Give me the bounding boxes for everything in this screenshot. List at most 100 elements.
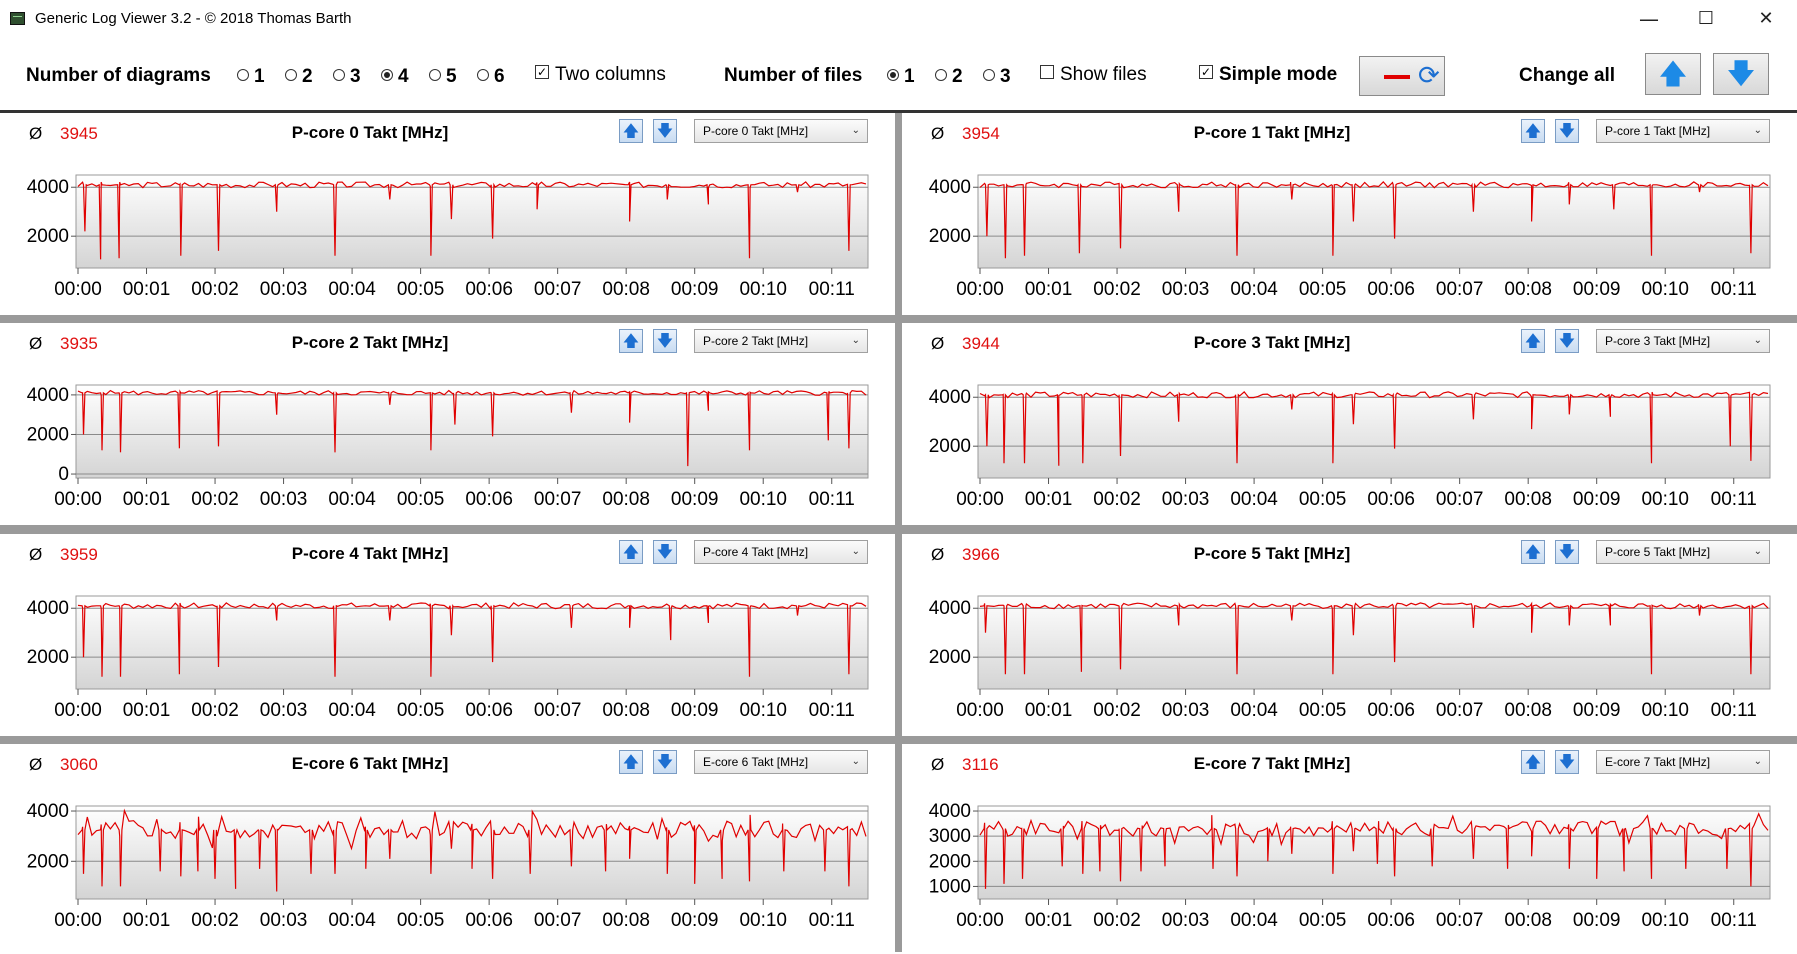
x-tick-label: 00:00 — [54, 489, 102, 510]
show-files-checkbox[interactable]: Show files — [1040, 64, 1147, 86]
x-tick-label: 00:11 — [809, 279, 855, 300]
radio-circle[interactable] — [237, 68, 249, 81]
x-tick-label: 00:04 — [328, 279, 376, 300]
maximize-button[interactable]: ☐ — [1697, 8, 1715, 29]
x-tick-label: 00:11 — [1711, 700, 1757, 721]
channel-select[interactable]: E-core 7 Takt [MHz] ⌄ — [1596, 750, 1770, 774]
checkbox-box[interactable]: ✓ — [535, 64, 549, 79]
window-title: Generic Log Viewer 3.2 - © 2018 Thomas B… — [35, 10, 352, 27]
x-tick-label: 00:02 — [191, 910, 239, 931]
close-button[interactable]: ✕ — [1758, 8, 1774, 29]
two-columns-checkbox[interactable]: ✓ Two columns — [535, 64, 666, 86]
diagrams-radio-1[interactable]: 1 — [237, 66, 265, 88]
radio-circle[interactable] — [477, 68, 489, 81]
x-tick-label: 00:00 — [956, 700, 1004, 721]
move-up-button[interactable]: 🡅 — [619, 540, 643, 564]
x-tick-label: 00:07 — [1436, 910, 1484, 931]
move-up-button[interactable]: 🡅 — [619, 119, 643, 143]
y-tick-label: 1000 — [929, 876, 971, 897]
channel-select[interactable]: P-core 1 Takt [MHz] ⌄ — [1596, 119, 1770, 143]
radio-circle[interactable] — [935, 68, 947, 81]
x-tick-label: 00:09 — [1573, 700, 1621, 721]
move-down-button[interactable]: 🡇 — [1555, 540, 1579, 564]
move-up-all-button[interactable]: 🡅 — [1645, 53, 1701, 95]
radio-circle[interactable] — [333, 68, 345, 81]
x-tick-label: 00:10 — [739, 489, 787, 510]
channel-select[interactable]: P-core 4 Takt [MHz] ⌄ — [694, 540, 868, 564]
x-tick-label: 00:05 — [397, 910, 445, 931]
checkbox-box[interactable] — [1040, 64, 1054, 79]
minimize-button[interactable]: — — [1639, 7, 1659, 31]
x-tick-label: 00:08 — [602, 700, 650, 721]
diagrams-radio-6[interactable]: 6 — [477, 66, 505, 88]
x-tick-label: 00:10 — [739, 279, 787, 300]
move-up-button[interactable]: 🡅 — [619, 750, 643, 774]
radio-circle[interactable] — [429, 68, 441, 81]
y-tick-label: 2000 — [27, 424, 69, 445]
channel-select[interactable]: P-core 2 Takt [MHz] ⌄ — [694, 329, 868, 353]
series-line — [77, 808, 867, 892]
show-files-label: Show files — [1060, 64, 1147, 85]
move-up-button[interactable]: 🡅 — [1521, 750, 1545, 774]
move-down-button[interactable]: 🡇 — [653, 540, 677, 564]
chevron-down-icon: ⌄ — [1753, 546, 1762, 557]
diagram-title: P-core 1 Takt [MHz] — [1193, 123, 1351, 142]
files-radio-1[interactable]: 1 — [887, 66, 915, 88]
move-up-button[interactable]: 🡅 — [1521, 119, 1545, 143]
x-tick-label: 00:05 — [1299, 700, 1347, 721]
plot-area — [977, 384, 1771, 479]
files-radio-3[interactable]: 3 — [983, 66, 1011, 88]
diagram-panel: Ø 3116 E-core 7 Takt [MHz] 🡅 🡇 E-core 7 Takt … — [902, 744, 1797, 952]
series-line — [979, 601, 1769, 675]
x-tick-label: 00:06 — [465, 489, 513, 510]
x-tick-label: 00:03 — [260, 489, 308, 510]
x-tick-label: 00:09 — [671, 910, 719, 931]
x-tick-label: 00:02 — [1093, 700, 1141, 721]
simple-mode-checkbox[interactable]: ✓ Simple mode — [1199, 64, 1337, 86]
files-label: Number of files — [724, 65, 863, 86]
average-value: 3935 — [60, 334, 98, 353]
diagrams-radio-4[interactable]: 4 — [381, 66, 409, 88]
x-tick-label: 00:05 — [1299, 279, 1347, 300]
channel-select[interactable]: P-core 3 Takt [MHz] ⌄ — [1596, 329, 1770, 353]
radio-circle[interactable] — [381, 68, 393, 81]
x-tick-label: 00:06 — [1367, 700, 1415, 721]
move-up-button[interactable]: 🡅 — [1521, 329, 1545, 353]
series-line — [77, 181, 867, 260]
move-down-all-button[interactable]: 🡇 — [1713, 53, 1769, 95]
channel-select[interactable]: P-core 5 Takt [MHz] ⌄ — [1596, 540, 1770, 564]
move-up-button[interactable]: 🡅 — [619, 329, 643, 353]
channel-select[interactable]: P-core 0 Takt [MHz] ⌄ — [694, 119, 868, 143]
move-up-button[interactable]: 🡅 — [1521, 540, 1545, 564]
checkbox-box[interactable]: ✓ — [1199, 64, 1213, 79]
radio-circle[interactable] — [887, 68, 899, 81]
move-down-button[interactable]: 🡇 — [653, 750, 677, 774]
diagram-title: P-core 2 Takt [MHz] — [291, 333, 449, 352]
channel-select-value: E-core 7 Takt [MHz] — [1605, 755, 1711, 769]
diagrams-radio-3[interactable]: 3 — [333, 66, 361, 88]
x-tick-label: 00:11 — [1711, 489, 1757, 510]
x-tick-label: 00:10 — [1641, 910, 1689, 931]
move-down-button[interactable]: 🡇 — [1555, 750, 1579, 774]
move-down-button[interactable]: 🡇 — [1555, 329, 1579, 353]
x-tick-label: 00:04 — [328, 910, 376, 931]
y-tick-label: 4000 — [27, 598, 69, 619]
move-down-button[interactable]: 🡇 — [653, 119, 677, 143]
files-radio-2[interactable]: 2 — [935, 66, 963, 88]
color-refresh-button[interactable]: ⟳ — [1359, 56, 1445, 96]
y-tick-label: 0 — [58, 464, 69, 485]
x-tick-label: 00:09 — [671, 279, 719, 300]
diagrams-radio-5[interactable]: 5 — [429, 66, 457, 88]
x-tick-label: 00:02 — [191, 489, 239, 510]
simple-mode-label: Simple mode — [1219, 64, 1338, 85]
move-down-button[interactable]: 🡇 — [653, 329, 677, 353]
radio-circle[interactable] — [983, 68, 995, 81]
x-tick-label: 00:01 — [123, 279, 171, 300]
move-down-button[interactable]: 🡇 — [1555, 119, 1579, 143]
diagram-panel: Ø 3959 P-core 4 Takt [MHz] 🡅 🡇 P-core 4 Takt … — [0, 534, 895, 736]
radio-circle[interactable] — [285, 68, 297, 81]
channel-select[interactable]: E-core 6 Takt [MHz] ⌄ — [694, 750, 868, 774]
diagram-panel: Ø 3954 P-core 1 Takt [MHz] 🡅 🡇 P-core 1 Takt … — [902, 113, 1797, 315]
diagrams-radio-2[interactable]: 2 — [285, 66, 313, 88]
x-tick-label: 00:11 — [809, 489, 855, 510]
